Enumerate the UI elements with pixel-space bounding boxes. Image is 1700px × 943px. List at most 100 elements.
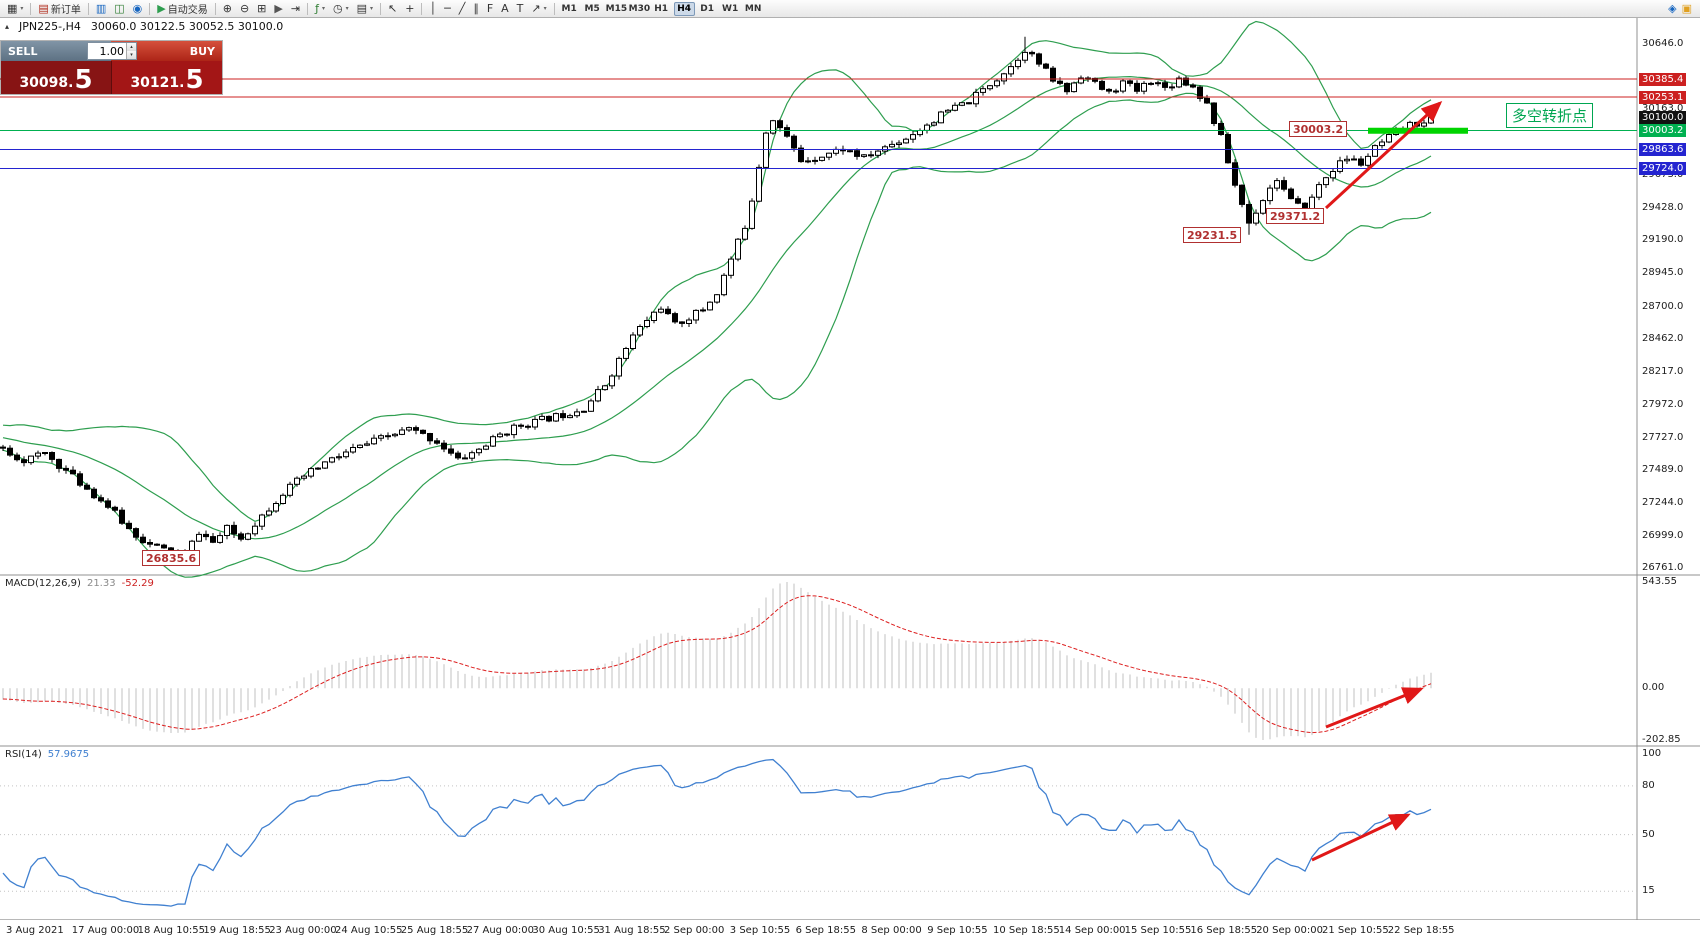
time-axis[interactable]: 3 Aug 2021 17 Aug 00:00 18 Aug 10:55 19 Aug…: [0, 920, 1700, 943]
indicators-icon[interactable]: ƒ ▾: [311, 1, 329, 16]
macd-signal-line: [2, 595, 1432, 734]
cursor-icon[interactable]: ↖: [384, 1, 401, 16]
dropdown-arrow-icon: ▾: [20, 5, 24, 12]
data-window-icon[interactable]: ◫: [110, 1, 128, 16]
vertical-line-icon[interactable]: │: [425, 1, 440, 16]
toolbar-separator: [307, 2, 309, 15]
time-tick-label: 20 Sep 00:00: [1256, 925, 1323, 936]
price-callout[interactable]: 29231.5: [1183, 227, 1242, 243]
trend-arrow-main[interactable]: [1324, 100, 1443, 210]
metaquotes-icon[interactable]: ◈: [1668, 2, 1677, 15]
zoom-in-icon[interactable]: ⊕: [219, 1, 236, 16]
time-tick-label: 6 Sep 18:55: [795, 925, 856, 936]
volume-down-button[interactable]: ▾: [127, 51, 136, 59]
horizontal-levels[interactable]: [0, 78, 1637, 169]
price-callout[interactable]: 29371.2: [1266, 208, 1325, 224]
volume-input[interactable]: [88, 43, 126, 59]
price-callout[interactable]: 30003.2: [1289, 121, 1348, 137]
templates-icon[interactable]: ▤ ▾: [353, 1, 377, 16]
price-axis[interactable]: 30646.030163.029673.029428.029190.028945…: [1637, 18, 1700, 920]
toolbar-separator: [30, 2, 32, 15]
trend-arrow-macd[interactable]: [1325, 687, 1424, 729]
timeframe-button-w1[interactable]: W1: [722, 3, 739, 14]
arrows-icon: ↗: [531, 2, 541, 15]
new-order-button[interactable]: ▤ 新订单: [34, 1, 84, 16]
horizontal-line-icon: ─: [444, 2, 451, 15]
buy-price-big-digit: 5: [185, 64, 204, 95]
macd-axis-label: 543.55: [1642, 576, 1677, 587]
price-callout[interactable]: 26835.6: [142, 550, 201, 566]
sell-button[interactable]: SELL: [1, 41, 111, 61]
collapse-icon[interactable]: ▴: [5, 22, 10, 31]
periods-icon[interactable]: ◷ ▾: [329, 1, 353, 16]
time-tick-label: 18 Aug 10:55: [137, 925, 206, 936]
volume-up-button[interactable]: ▴: [127, 43, 136, 51]
rsi-name: RSI(14): [5, 749, 42, 760]
zoom-out-icon[interactable]: ⊖: [236, 1, 253, 16]
trend-arrow-rsi[interactable]: [1311, 813, 1411, 862]
market-watch-icon[interactable]: ▥: [92, 1, 110, 16]
timeframe-button-mn[interactable]: MN: [744, 3, 762, 14]
time-tick-label: 25 Aug 18:55: [400, 925, 469, 936]
horizontal-line-icon[interactable]: ─: [440, 1, 455, 16]
fibonacci-icon[interactable]: F: [483, 1, 497, 16]
buy-price-button[interactable]: 30121. 5: [111, 61, 222, 94]
time-tick-label: 3 Sep 10:55: [729, 925, 791, 936]
price-tick-label: 28217.0: [1642, 365, 1684, 377]
toolbar-separator: [87, 2, 89, 15]
rsi-axis-label: 80: [1642, 779, 1655, 791]
timeframe-button-m15[interactable]: M15: [605, 3, 628, 14]
chart-shift-icon[interactable]: ⇥: [287, 1, 304, 16]
price-tick-label: 26999.0: [1642, 529, 1684, 541]
timeframe-button-m5[interactable]: M5: [584, 3, 600, 14]
auto-trading-button[interactable]: ▶ 自动交易: [153, 1, 211, 16]
label-icon: T: [516, 2, 524, 15]
trendline-icon[interactable]: ╱: [455, 1, 470, 16]
auto-scroll-icon[interactable]: ▶: [270, 1, 286, 16]
volume-stepper: ▴ ▾: [126, 43, 136, 59]
turning-point-label[interactable]: 多空转折点: [1506, 103, 1594, 128]
price-tick-label: 30163.0: [1642, 103, 1684, 115]
arrows-icon[interactable]: ↗ ▾: [527, 1, 550, 16]
timeframe-button-h1[interactable]: H1: [654, 3, 669, 14]
channel-icon: ∥: [473, 2, 479, 15]
rsi-levels: [0, 785, 1637, 892]
time-tick-label: 22 Sep 18:55: [1387, 925, 1455, 936]
time-tick-label: 16 Sep 18:55: [1190, 925, 1258, 936]
dropdown-arrow-icon: ▾: [345, 5, 349, 12]
price-tick-label: 30646.0: [1642, 38, 1684, 49]
time-tick-label: 27 Aug 00:00: [466, 925, 535, 936]
market-watch-icon: ▥: [95, 2, 107, 15]
tile-windows-icon: ⊞: [257, 2, 267, 15]
toolbar-button-label: 自动交易: [167, 5, 208, 16]
timeframe-button-m1[interactable]: M1: [561, 3, 577, 14]
zoom-in-icon: ⊕: [222, 2, 232, 15]
timeframe-button-m30[interactable]: M30: [628, 3, 651, 14]
sell-price-button[interactable]: 30098. 5: [1, 61, 111, 94]
time-tick-label: 21 Sep 10:55: [1322, 925, 1389, 936]
time-tick-label: 14 Sep 00:00: [1058, 925, 1126, 936]
sell-price: 30098.: [19, 74, 74, 91]
channel-icon[interactable]: ∥: [469, 1, 483, 16]
label-icon[interactable]: T: [513, 1, 528, 16]
navigator-icon[interactable]: ◉: [129, 1, 147, 16]
chart-window-icon[interactable]: ▦ ▾: [3, 1, 27, 16]
toolbar-separator: [214, 2, 216, 15]
timeframe-button-d1[interactable]: D1: [700, 3, 714, 14]
toolbar: ▦ ▾ ▤ 新订单 ▥ ◫ ◉ ▶ 自动交易 ⊕ ⊖ ⊞ ▶ ⇥ ƒ ▾ ◷ ▾ ▤ ▾ ↖ + │ ─ ╱ ∥ F A T ↗ ▾ M1 M5…: [0, 0, 1700, 18]
chart-shift-icon: ⇥: [290, 2, 301, 15]
time-tick-label: 9 Sep 10:55: [927, 925, 988, 936]
text-icon[interactable]: A: [497, 1, 513, 16]
rsi-value: 57.9675: [47, 749, 90, 760]
buy-button[interactable]: BUY: [111, 41, 222, 61]
crosshair-icon[interactable]: +: [401, 1, 418, 16]
current-price-badge: 30100.0: [1639, 111, 1687, 125]
help-icon[interactable]: ▣: [1681, 2, 1692, 15]
chart-window-icon: ▦: [7, 2, 18, 15]
timeframe-button-h4[interactable]: H4: [673, 1, 695, 16]
tile-windows-icon[interactable]: ⊞: [253, 1, 270, 16]
trendline-icon: ╱: [458, 2, 466, 15]
level-price-badge: 30385.4: [1639, 72, 1687, 86]
time-tick-label: 31 Aug 18:55: [598, 925, 666, 936]
